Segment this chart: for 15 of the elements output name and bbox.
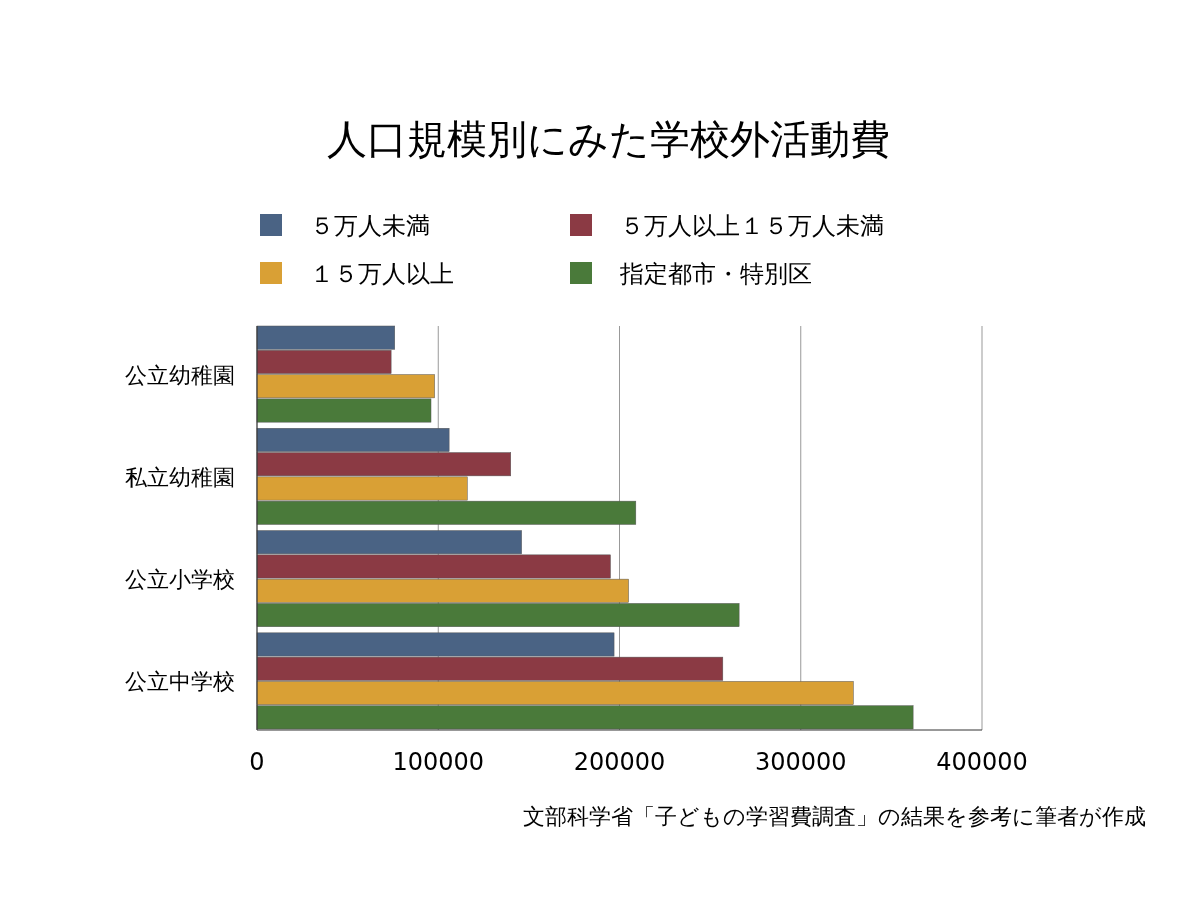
x-tick-label: 400000 (936, 748, 1028, 776)
y-tick-label: 私立幼稚園 (125, 464, 235, 490)
x-tick-label: 100000 (392, 748, 485, 776)
x-tick-label: 0 (249, 748, 265, 776)
y-tick-label: 公立幼稚園 (125, 362, 235, 388)
legend-label: １５万人以上 (310, 260, 454, 288)
legend-label: 指定都市・特別区 (619, 260, 812, 288)
chart-title: 人口規模別にみた学校外活動費 (326, 116, 890, 162)
x-tick-label: 200000 (573, 748, 666, 776)
x-tick-label: 300000 (754, 748, 847, 776)
legend-label: ５万人未満 (310, 212, 430, 240)
text: 文部科学省「子どもの学習費調査」の結果を参考に筆者が作成 (523, 804, 1146, 829)
y-tick-label: 公立小学校 (125, 567, 235, 593)
legend-label: ５万人以上１５万人未満 (620, 212, 884, 240)
y-tick-label: 公立中学校 (125, 669, 235, 695)
